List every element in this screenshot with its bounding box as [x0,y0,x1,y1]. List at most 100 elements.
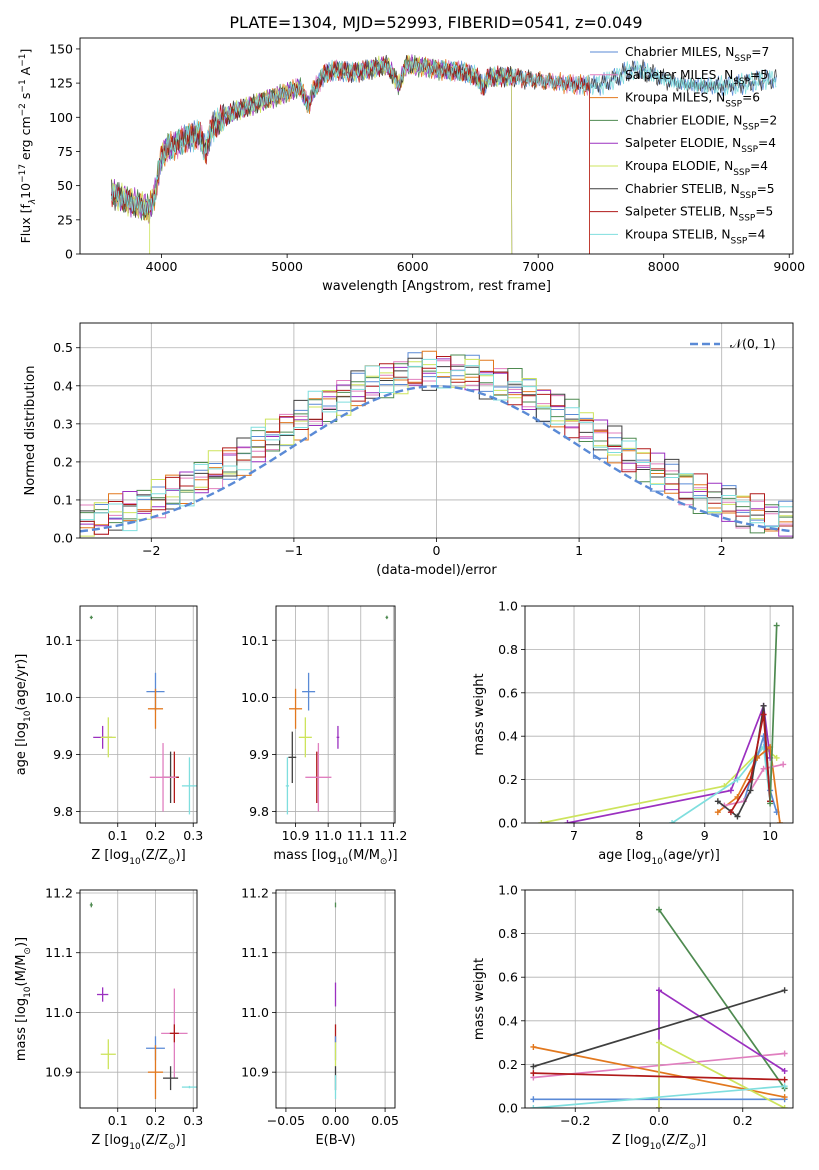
panel-z_vs_mass: 0.1 0.2 0.3 10.9 11.0 11.1 11.2 Z [log10(Z/Z⊙)]… [14,885,203,1152]
legend-entry: 𝒩(0, 1) [730,336,776,351]
x-tick-label: 8000 [648,259,680,274]
y-tick-label: 0 [65,247,73,262]
legend: Chabrier MILES, NSSP=7 Salpeter MILES, NS… [590,45,777,246]
y-tick-label: 10.1 [45,633,73,648]
y-tick-label: 11.1 [45,945,73,960]
legend-entry: Kroupa ELODIE, NSSP=4 [625,159,768,178]
weight-marker-chabrier_stelib [760,702,767,709]
x-axis-label: (data-model)/error [376,563,497,578]
y-tick-label: 10.9 [241,1065,269,1080]
weight-marker-kroupa_stelib [781,1083,788,1090]
panel-z_vs_age: 0.1 0.2 0.3 9.8 9.9 10.0 10.1 Z [log10(Z/Z⊙)] ag… [14,605,203,867]
y-tick-label: 9.9 [249,747,269,762]
y-tick-label: 0.0 [53,531,73,546]
weight-marker-salpeter_stelib [530,1070,537,1077]
plot-area [276,606,395,823]
weight-marker-chabrier_stelib [714,798,721,805]
y-tick-label: 1.0 [498,599,518,614]
plot-area [111,54,777,254]
x-tick-label: 4000 [146,259,178,274]
plot-area [525,606,793,823]
y-tick-label: 9.9 [53,747,73,762]
weight-marker-salpeter_miles [780,761,787,768]
x-tick-label: 7000 [522,259,554,274]
y-tick-label: 0.6 [498,685,518,700]
y-tick-label: 0.4 [53,378,73,393]
plot-area [80,606,197,823]
y-tick-label: 10.1 [241,633,269,648]
y-tick-label: 0.8 [498,926,518,941]
normal-curve [80,384,793,533]
weight-marker-salpeter_miles [781,1050,788,1057]
weight-marker-kroupa_miles [714,809,721,816]
weight-marker-chabrier_stelib [781,987,788,994]
x-tick-label: −0.05 [267,1113,305,1128]
spectrum-line-kroupa_stelib [111,58,777,216]
x-tick-label: 5000 [271,259,303,274]
x-axis-label: E(B-V) [315,1133,355,1148]
y-tick-label: 0.2 [498,1057,518,1072]
x-axis-label: wavelength [Angstrom, rest frame] [322,279,551,294]
weight-marker-salpeter_miles [760,765,767,772]
y-axis-label: Normed distribution [23,366,38,496]
x-tick-label: 9000 [773,259,805,274]
x-tick-label: 10.9 [282,828,310,843]
axes-frame [79,37,794,255]
y-tick-label: 0.4 [498,1013,518,1028]
weight-line-kroupa_stelib [671,744,771,823]
x-tick-label: −2 [142,543,160,558]
weight-line-chabrier_stelib [533,989,785,1068]
y-tick-label: 50 [57,178,73,193]
weight-marker-salpeter_elodie [564,820,571,823]
x-tick-label: 7 [570,828,578,843]
weight-marker-chabrier_miles [530,1096,537,1103]
axes-frame [79,322,794,539]
x-tick-label: 0.2 [146,1113,166,1128]
y-tick-label: 9.8 [249,804,269,819]
y-tick-label: 1.0 [498,883,518,898]
x-axis-label: Z [log10(Z/Z⊙)] [91,1133,185,1152]
weight-line-salpeter_elodie [567,705,771,823]
weight-marker-chabrier_stelib [734,813,741,820]
weight-line-chabrier_elodie [658,909,786,1089]
x-axis-label: Z [log10(Z/Z⊙)] [91,848,185,867]
y-tick-label: 0.2 [498,772,518,787]
legend-entry: Chabrier STELIB, NSSP=5 [625,182,775,201]
y-tick-label: 25 [57,212,73,227]
x-tick-label: −1 [285,543,303,558]
y-axis-label: mass weight [472,673,487,755]
panel-ebv_vs_mass: −0.05 0.00 0.05 10.9 11.0 11.1 11.2 E(B-V) [241,885,399,1148]
weight-marker-chabrier_stelib [747,787,754,794]
weight-marker-salpeter_stelib [781,1076,788,1083]
x-axis-label: Z [log10(Z/Z⊙)] [612,1133,706,1152]
y-tick-label: 9.8 [53,804,73,819]
x-tick-label: 11.0 [314,828,342,843]
weight-marker-kroupa_stelib [530,1105,537,1108]
weight-marker-chabrier_elodie [773,622,780,629]
weight-marker-kroupa_elodie [781,1105,788,1108]
x-tick-label: 10 [762,828,778,843]
x-tick-label: 0 [433,543,441,558]
y-tick-label: 0.0 [498,1101,518,1116]
y-tick-label: 11.2 [45,885,73,900]
panel-weight_vs_z: −0.2 0.0 0.2 0.0 0.2 0.4 0.6 0.8 1.0 Z [log10(Z/Z… [472,883,794,1152]
axes-frame [524,889,794,1109]
y-tick-label: 150 [49,41,73,56]
y-tick-label: 0.1 [53,492,73,507]
y-tick-label: 10.0 [241,690,269,705]
x-tick-label: 11.1 [347,828,375,843]
x-tick-label: 8 [635,828,643,843]
x-axis-label: age [log10(age/yr)] [598,848,720,867]
weight-marker-kroupa_miles [530,1043,537,1050]
weight-line-salpeter_miles [724,763,784,807]
weight-line-salpeter_stelib [533,1072,785,1081]
y-axis-label: Flux [fλ10−17 erg cm−2 s−1 A−1] [18,49,38,244]
legend-entry: Kroupa STELIB, NSSP=4 [625,227,766,246]
x-tick-label: 0.2 [733,1113,753,1128]
x-tick-label: 6000 [397,259,429,274]
x-tick-label: −0.2 [560,1113,590,1128]
weight-marker-chabrier_elodie [767,800,774,807]
y-tick-label: 0.5 [53,340,73,355]
weight-marker-salpeter_stelib [747,776,754,783]
